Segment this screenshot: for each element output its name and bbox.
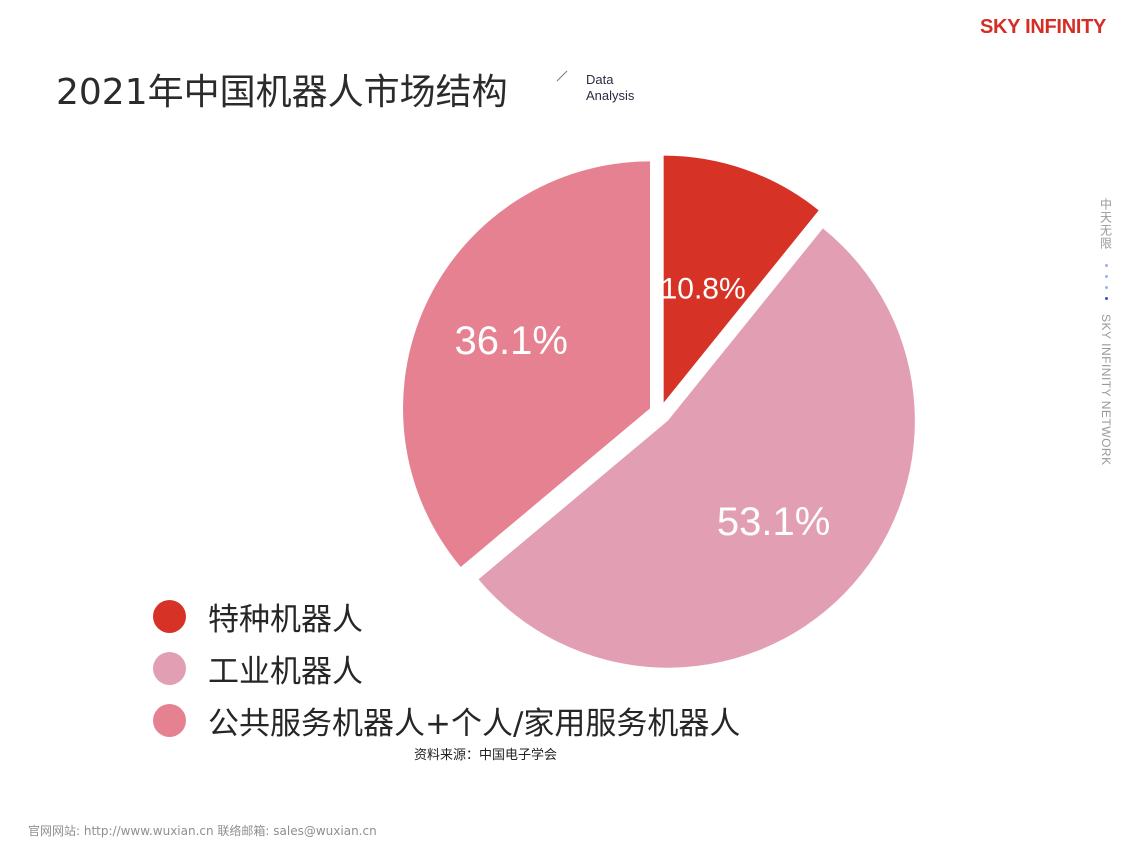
legend-item-service-robots: 公共服务机器人+个人/家用服务机器人 bbox=[153, 694, 740, 746]
legend-item-special-robots: 特种机器人 bbox=[153, 590, 740, 642]
source-note: 资料来源：中国电子学会 bbox=[414, 748, 558, 763]
page-title: 2021年中国机器人市场结构 bbox=[56, 72, 508, 113]
side-label-cn: 中天无限 bbox=[1098, 198, 1113, 250]
dot-icon-active bbox=[1104, 297, 1108, 300]
pie-slice bbox=[478, 228, 915, 668]
footer-contact: 官网网站: http://www.wuxian.cn 联络邮箱: sales@w… bbox=[28, 824, 377, 838]
brand-logo: SKY INFINITY bbox=[980, 16, 1107, 38]
slice-value-label: 10.8% bbox=[661, 273, 746, 306]
subtitle-line-1: Data bbox=[586, 72, 614, 87]
legend-label: 公共服务机器人+个人/家用服务机器人 bbox=[208, 705, 741, 742]
legend-item-industrial-robots: 工业机器人 bbox=[153, 642, 740, 694]
side-label-en: SKY INFINITY NETWORK bbox=[1099, 314, 1113, 466]
dot-icon bbox=[1104, 286, 1108, 289]
legend-label: 工业机器人 bbox=[208, 653, 363, 690]
pie-slice bbox=[663, 155, 819, 403]
dot-icon bbox=[1104, 264, 1108, 267]
legend-swatch bbox=[153, 651, 186, 685]
dot-icon bbox=[1104, 275, 1108, 278]
slash-divider-icon bbox=[556, 70, 568, 82]
chart-legend: 特种机器人 工业机器人 公共服务机器人+个人/家用服务机器人 bbox=[153, 590, 740, 746]
subtitle-line-2: Analysis bbox=[586, 88, 635, 103]
legend-swatch bbox=[153, 703, 186, 737]
legend-label: 特种机器人 bbox=[208, 601, 363, 638]
side-dots bbox=[1104, 260, 1108, 304]
slice-value-label: 36.1% bbox=[455, 319, 568, 363]
pie-slice bbox=[403, 161, 651, 567]
subtitle-data-analysis: Data Analysis bbox=[586, 72, 634, 104]
side-brand-label: 中天无限 SKY INFINITY NETWORK bbox=[1098, 198, 1114, 466]
legend-swatch bbox=[153, 599, 186, 633]
slice-value-label: 53.1% bbox=[717, 500, 830, 544]
